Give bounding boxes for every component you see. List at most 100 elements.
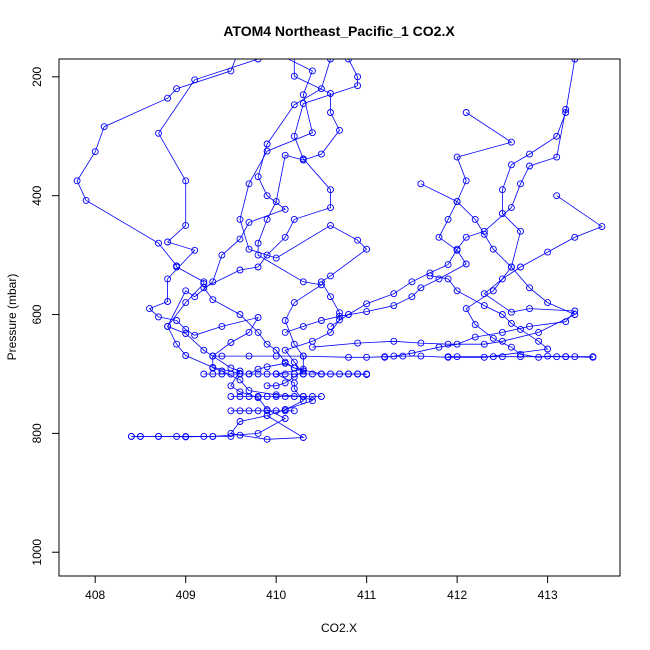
data-point <box>308 393 316 400</box>
data-point <box>317 85 325 93</box>
data-point <box>82 196 90 204</box>
data-point <box>245 245 253 253</box>
data-point <box>191 331 199 339</box>
data-point <box>245 328 253 336</box>
data-point <box>191 76 199 84</box>
data-point <box>598 223 606 231</box>
data-point <box>299 367 307 375</box>
data-point <box>471 333 479 341</box>
data-point <box>218 322 226 330</box>
data-point <box>290 373 298 381</box>
data-point <box>327 186 334 194</box>
x-tick-label: 409 <box>176 588 196 602</box>
data-point <box>480 353 488 361</box>
data-point <box>91 148 99 156</box>
data-point <box>254 239 262 247</box>
data-point <box>317 317 325 324</box>
data-point <box>336 312 343 320</box>
data-point <box>272 370 280 378</box>
data-point <box>263 215 271 223</box>
y-tick-label: 800 <box>30 423 44 443</box>
data-point <box>281 233 289 241</box>
data-point <box>526 305 533 313</box>
series-15 <box>227 393 325 400</box>
data-point <box>507 263 515 271</box>
data-point <box>327 293 334 301</box>
series-line <box>203 59 367 375</box>
data-point <box>480 302 488 310</box>
data-point <box>182 330 190 337</box>
data-point <box>507 308 515 316</box>
data-point <box>345 353 352 361</box>
data-point <box>146 305 153 313</box>
data-point <box>453 245 461 253</box>
data-point <box>254 314 262 321</box>
x-tick-label: 410 <box>266 588 286 602</box>
data-point <box>553 192 561 200</box>
data-point <box>254 328 262 336</box>
data-point <box>489 353 497 361</box>
series-layer <box>73 44 606 443</box>
y-tick-label: 1000 <box>30 539 44 566</box>
data-point <box>164 94 172 102</box>
data-point <box>444 261 452 269</box>
data-point <box>227 432 235 440</box>
data-point <box>390 337 398 345</box>
data-point <box>209 370 217 378</box>
data-point <box>290 215 298 223</box>
data-point <box>227 339 235 346</box>
data-point <box>408 278 416 286</box>
x-tick-label: 412 <box>447 588 467 602</box>
data-point <box>462 109 470 116</box>
y-tick-label: 600 <box>30 304 44 324</box>
data-point <box>272 254 280 262</box>
data-point <box>354 82 362 90</box>
series-6 <box>236 59 371 378</box>
data-point <box>272 393 280 400</box>
data-point <box>417 180 425 188</box>
data-point <box>263 251 271 259</box>
data-point <box>254 59 262 63</box>
data-point <box>237 44 243 50</box>
series-1 <box>73 44 289 441</box>
data-point <box>345 59 352 63</box>
data-point <box>535 337 543 345</box>
data-point <box>164 238 172 246</box>
x-tick-label: 408 <box>85 588 105 602</box>
data-point <box>327 59 334 63</box>
data-point <box>155 129 162 137</box>
data-point <box>272 407 280 415</box>
data-point <box>263 147 271 155</box>
data-point <box>182 352 190 359</box>
data-point <box>173 432 181 440</box>
data-point <box>354 236 362 244</box>
data-point <box>254 429 262 437</box>
data-point <box>363 300 371 308</box>
series-line <box>465 59 593 358</box>
data-point <box>453 287 461 295</box>
data-point <box>218 352 226 360</box>
data-point <box>281 151 289 159</box>
data-point <box>363 353 371 361</box>
data-point <box>236 311 244 318</box>
chart-title: ATOM4 Northeast_Pacific_1 CO2.X <box>223 23 455 39</box>
data-point <box>327 204 334 212</box>
series-18 <box>245 359 307 390</box>
series-4 <box>164 59 334 377</box>
series-line <box>239 59 368 375</box>
data-point <box>517 180 524 188</box>
data-point <box>417 339 425 347</box>
data-point <box>254 173 262 181</box>
data-point <box>272 382 280 390</box>
data-point <box>544 248 552 256</box>
data-point <box>480 230 488 238</box>
data-point <box>281 346 289 354</box>
data-point <box>507 161 515 169</box>
data-point <box>327 272 334 280</box>
data-point <box>173 340 181 348</box>
data-point <box>291 50 297 56</box>
data-point <box>263 412 271 420</box>
series-line <box>248 362 305 387</box>
y-tick-label: 400 <box>30 185 44 205</box>
data-point <box>209 432 217 440</box>
